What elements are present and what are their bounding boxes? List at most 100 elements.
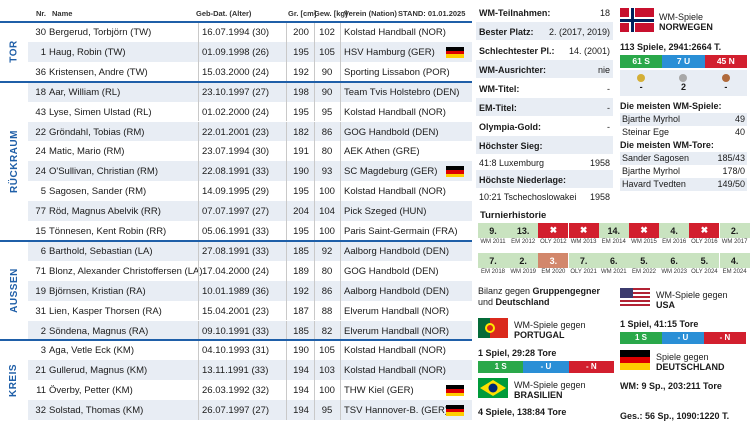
player-row: 15 Tönnesen, Kent Robin (RR) 05.06.1991 (3… [28,221,472,241]
column-divider [198,61,199,82]
norway-flag-icon [620,8,654,32]
column-divider [286,380,287,401]
player-club: GOG Handbold (DEN) [344,126,439,138]
player-dob: 22.01.2001 (23) [202,126,270,138]
germany-flag-icon [446,405,464,417]
player-number: 21 [35,365,46,377]
medal-count: - [724,82,728,92]
column-divider [340,380,341,401]
column-divider [286,360,287,381]
column-divider [286,221,287,241]
position-group-text: KREIS [8,363,20,397]
stat-label: Bester Platz: [479,27,534,37]
column-divider [340,280,341,301]
player-number: 24 [35,166,46,178]
portugal-wdl-bar: 1 S - U - N [478,361,614,373]
stat-value: 18 [599,8,610,18]
player-height: 185 [293,325,309,337]
player-club: THW Kiel (GER) [344,385,414,397]
not-qualified-mark: ✖ [689,223,720,238]
header-nr: Nr. [36,9,47,18]
stat-label: WM-Titel: [479,84,520,94]
player-weight: 80 [321,265,333,277]
tournament-year: EM 2016 [662,239,687,245]
player-dob: 17.04.2000 (24) [202,265,270,277]
placement-cell: 6. [598,253,629,268]
medal-item: 2 [662,70,704,96]
column-divider [340,181,341,202]
column-divider [314,400,315,420]
column-divider [286,101,287,122]
column-divider [340,240,341,261]
column-divider [198,221,199,241]
placement-cell: 7. [568,253,599,268]
column-divider [198,380,199,401]
player-name: Haug, Robin (TW) [49,46,126,58]
column-divider [198,320,199,341]
player-number: 19 [35,285,46,297]
column-divider [314,61,315,82]
column-divider [314,81,315,102]
position-group-text: AUSSEN [8,268,20,313]
player-club: HSV Hamburg (GER) [344,46,435,58]
medal-icon [679,74,688,82]
player-number: 30 [35,27,46,38]
brazil-flag-icon [478,378,508,398]
player-name: Blonz, Alexander Christoffersen (LA) [49,265,203,277]
player-dob: 23.07.1994 (30) [202,146,270,158]
column-divider [314,161,315,182]
player-dob: 26.03.1992 (32) [202,385,270,397]
player-name: Bjarthe Myrhol [622,166,681,176]
header-dob: Geb-Dat. (Alter) [196,9,252,18]
player-number: 11 [36,385,46,397]
column-divider [198,81,199,102]
player-number: 15 [35,226,46,237]
player-row: 36 Kristensen, Andre (TW) 15.03.2000 (24) 1… [28,61,472,82]
player-club: Sporting Lissabon (POR) [344,66,450,78]
stat-year: 1958 [589,192,610,202]
column-divider [314,320,315,341]
column-divider [340,101,341,122]
player-dob: 05.06.1991 (33) [202,226,270,237]
wins-badge: 1 S [620,332,662,344]
player-number: 77 [35,206,46,218]
stat-highest-win: 41:8 Luxemburg 1958 [476,153,613,171]
germany-flag-icon [446,385,464,397]
header-club: Verein (Nation) [344,9,397,18]
player-row: 1 Haug, Robin (TW) 01.09.1998 (26) 195 105 HS… [28,41,472,62]
stat-value: - [607,122,610,132]
column-divider [340,260,341,281]
placement-cell: 4. [719,253,750,268]
column-divider [286,41,287,62]
column-divider [286,61,287,82]
tournament-year: EM 2014 [601,239,626,245]
player-number: 2 [40,325,46,337]
opponents-panel: Bilanz gegen Gruppengegner und Deutschla… [474,282,750,421]
stat-participations: WM-Teilnahmen: 18 [476,3,613,21]
player-club: Paris Saint-Germain (FRA) [344,226,458,237]
player-row: 24 O'Sullivan, Christian (RM) 22.08.1991 (… [28,161,472,182]
placement-cell: 5. [629,253,659,268]
column-divider [198,260,199,281]
history-title: Turnierhistorie [480,210,547,221]
stat-label: EM-Titel: [479,103,517,113]
placement-cell: 7. [478,253,508,268]
column-divider [198,101,199,122]
wm-stats-panel: WM-Teilnahmen: 18 Bester Platz: 2. (2017… [474,0,615,210]
player-weight: 102 [319,27,335,38]
intro-bold-2: Deutschland [495,297,550,307]
player-height: 195 [293,106,309,118]
player-dob: 15.03.2000 (24) [202,66,270,78]
player-weight: 105 [319,345,335,357]
player-name: Tönnesen, Kent Robin (RR) [49,226,167,237]
column-divider [340,121,341,142]
player-height: 191 [293,146,309,158]
draws-badge: - U [662,332,704,344]
tournament-year: OLY 2021 [570,269,597,275]
list-item: Havard Tvedten 149/50 [620,178,747,191]
column-divider [198,400,199,420]
stat-host: WM-Ausrichter: nie [476,60,613,78]
most-games-heading: Die meisten WM-Spiele: [620,100,747,113]
player-row: 77 Röd, Magnus Abelvik (RR) 07.07.1997 (27… [28,201,472,221]
tournament-year: OLY 2012 [540,239,567,245]
